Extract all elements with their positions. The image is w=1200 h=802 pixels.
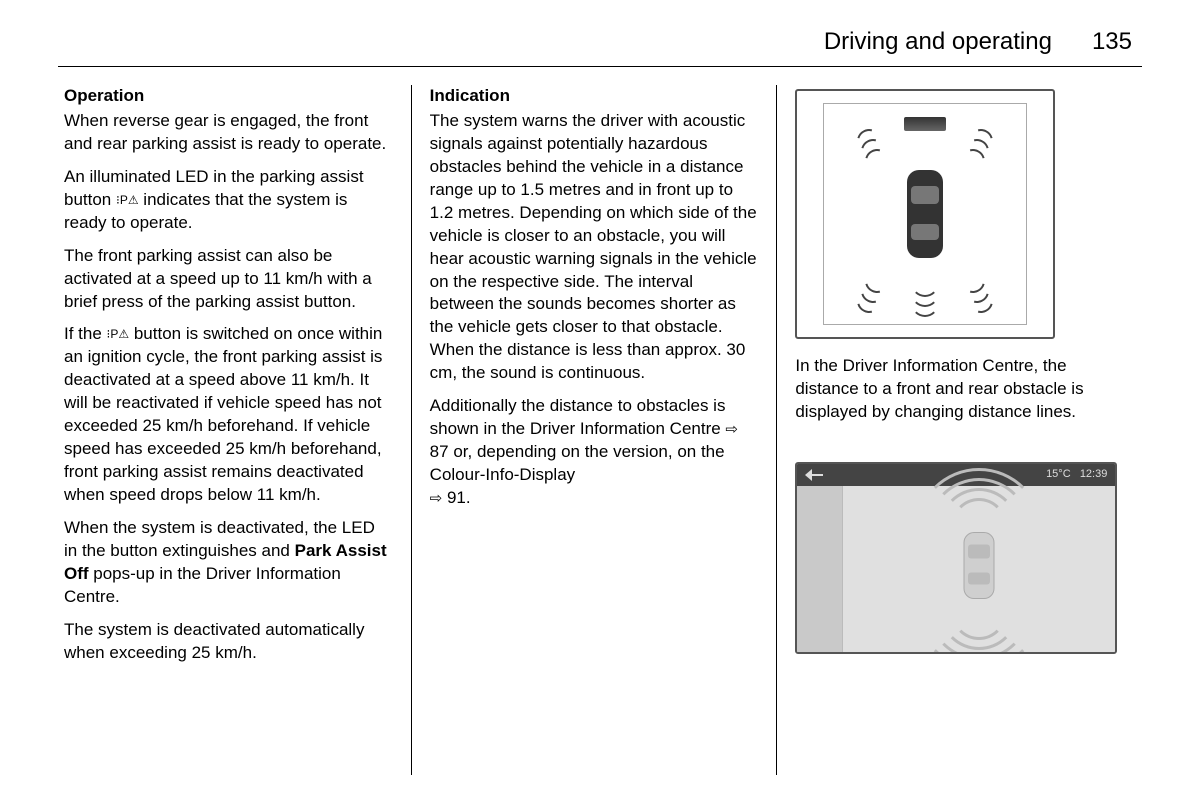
page-number: 135 [1092, 28, 1132, 56]
col2-p2a: Additionally the distance to obstacles i… [430, 396, 726, 438]
obstacle-bar-icon [904, 117, 946, 131]
cid-sidebar [797, 486, 843, 652]
content-columns: Operation When reverse gear is engaged, … [58, 85, 1142, 775]
col1-p4b: button is switched on once within an ign… [64, 324, 382, 504]
col3-para-1: In the Driver Information Centre, the di… [795, 355, 1124, 424]
header-rule [58, 66, 1142, 67]
back-icon [805, 468, 827, 482]
parking-assist-icon: ⁝P⚠ [116, 193, 139, 207]
car-icon [901, 166, 949, 262]
column-3: In the Driver Information Centre, the di… [777, 85, 1142, 775]
driver-info-centre-diagram [795, 89, 1055, 339]
col1-p4a: If the [64, 324, 107, 343]
link-arrow-icon: ⇨ [430, 490, 443, 507]
col1-para-2: An illuminated LED in the parking assist… [64, 166, 393, 235]
cid-time: 12:39 [1080, 468, 1108, 480]
col2-heading: Indication [430, 85, 759, 108]
page-ref-87: 87 [430, 442, 449, 461]
cid-body [797, 486, 1115, 652]
col2-para-2: Additionally the distance to obstacles i… [430, 395, 759, 510]
col1-para-4: If the ⁝P⚠ button is switched on once wi… [64, 323, 393, 507]
page-header: Driving and operating 135 [58, 28, 1142, 56]
cid-main-area [843, 486, 1115, 652]
cid-status-right: 15°C 12:39 [1046, 467, 1107, 482]
col2-p2b: or, depending on the version, on the Col… [430, 442, 725, 484]
column-1: Operation When reverse gear is engaged, … [58, 85, 411, 775]
col1-heading: Operation [64, 85, 393, 108]
col1-p5b: pops-up in the Driver Information Centre… [64, 564, 341, 606]
cid-temperature: 15°C [1046, 468, 1071, 480]
link-arrow-icon: ⇨ [725, 421, 738, 438]
colour-info-display-diagram: 15°C 12:39 [795, 462, 1117, 654]
col1-para-1: When reverse gear is engaged, the front … [64, 110, 393, 156]
col1-para-6: The system is deactivated automatically … [64, 619, 393, 665]
col2-para-1: The system warns the driver with acousti… [430, 110, 759, 385]
col1-para-3: The front parking assist can also be act… [64, 245, 393, 314]
column-2: Indication The system warns the driver w… [412, 85, 777, 775]
page-ref-91: 91. [442, 488, 470, 507]
section-title: Driving and operating [824, 28, 1052, 56]
parking-assist-icon: ⁝P⚠ [107, 327, 130, 341]
col1-para-5: When the system is deactivated, the LED … [64, 517, 393, 609]
